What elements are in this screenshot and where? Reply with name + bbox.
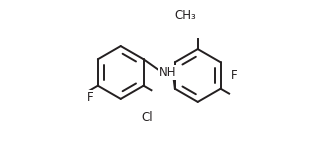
Text: F: F (231, 69, 238, 82)
Text: NH: NH (159, 66, 176, 79)
Text: Cl: Cl (142, 111, 154, 124)
Text: F: F (87, 91, 94, 104)
Text: CH₃: CH₃ (174, 9, 196, 22)
